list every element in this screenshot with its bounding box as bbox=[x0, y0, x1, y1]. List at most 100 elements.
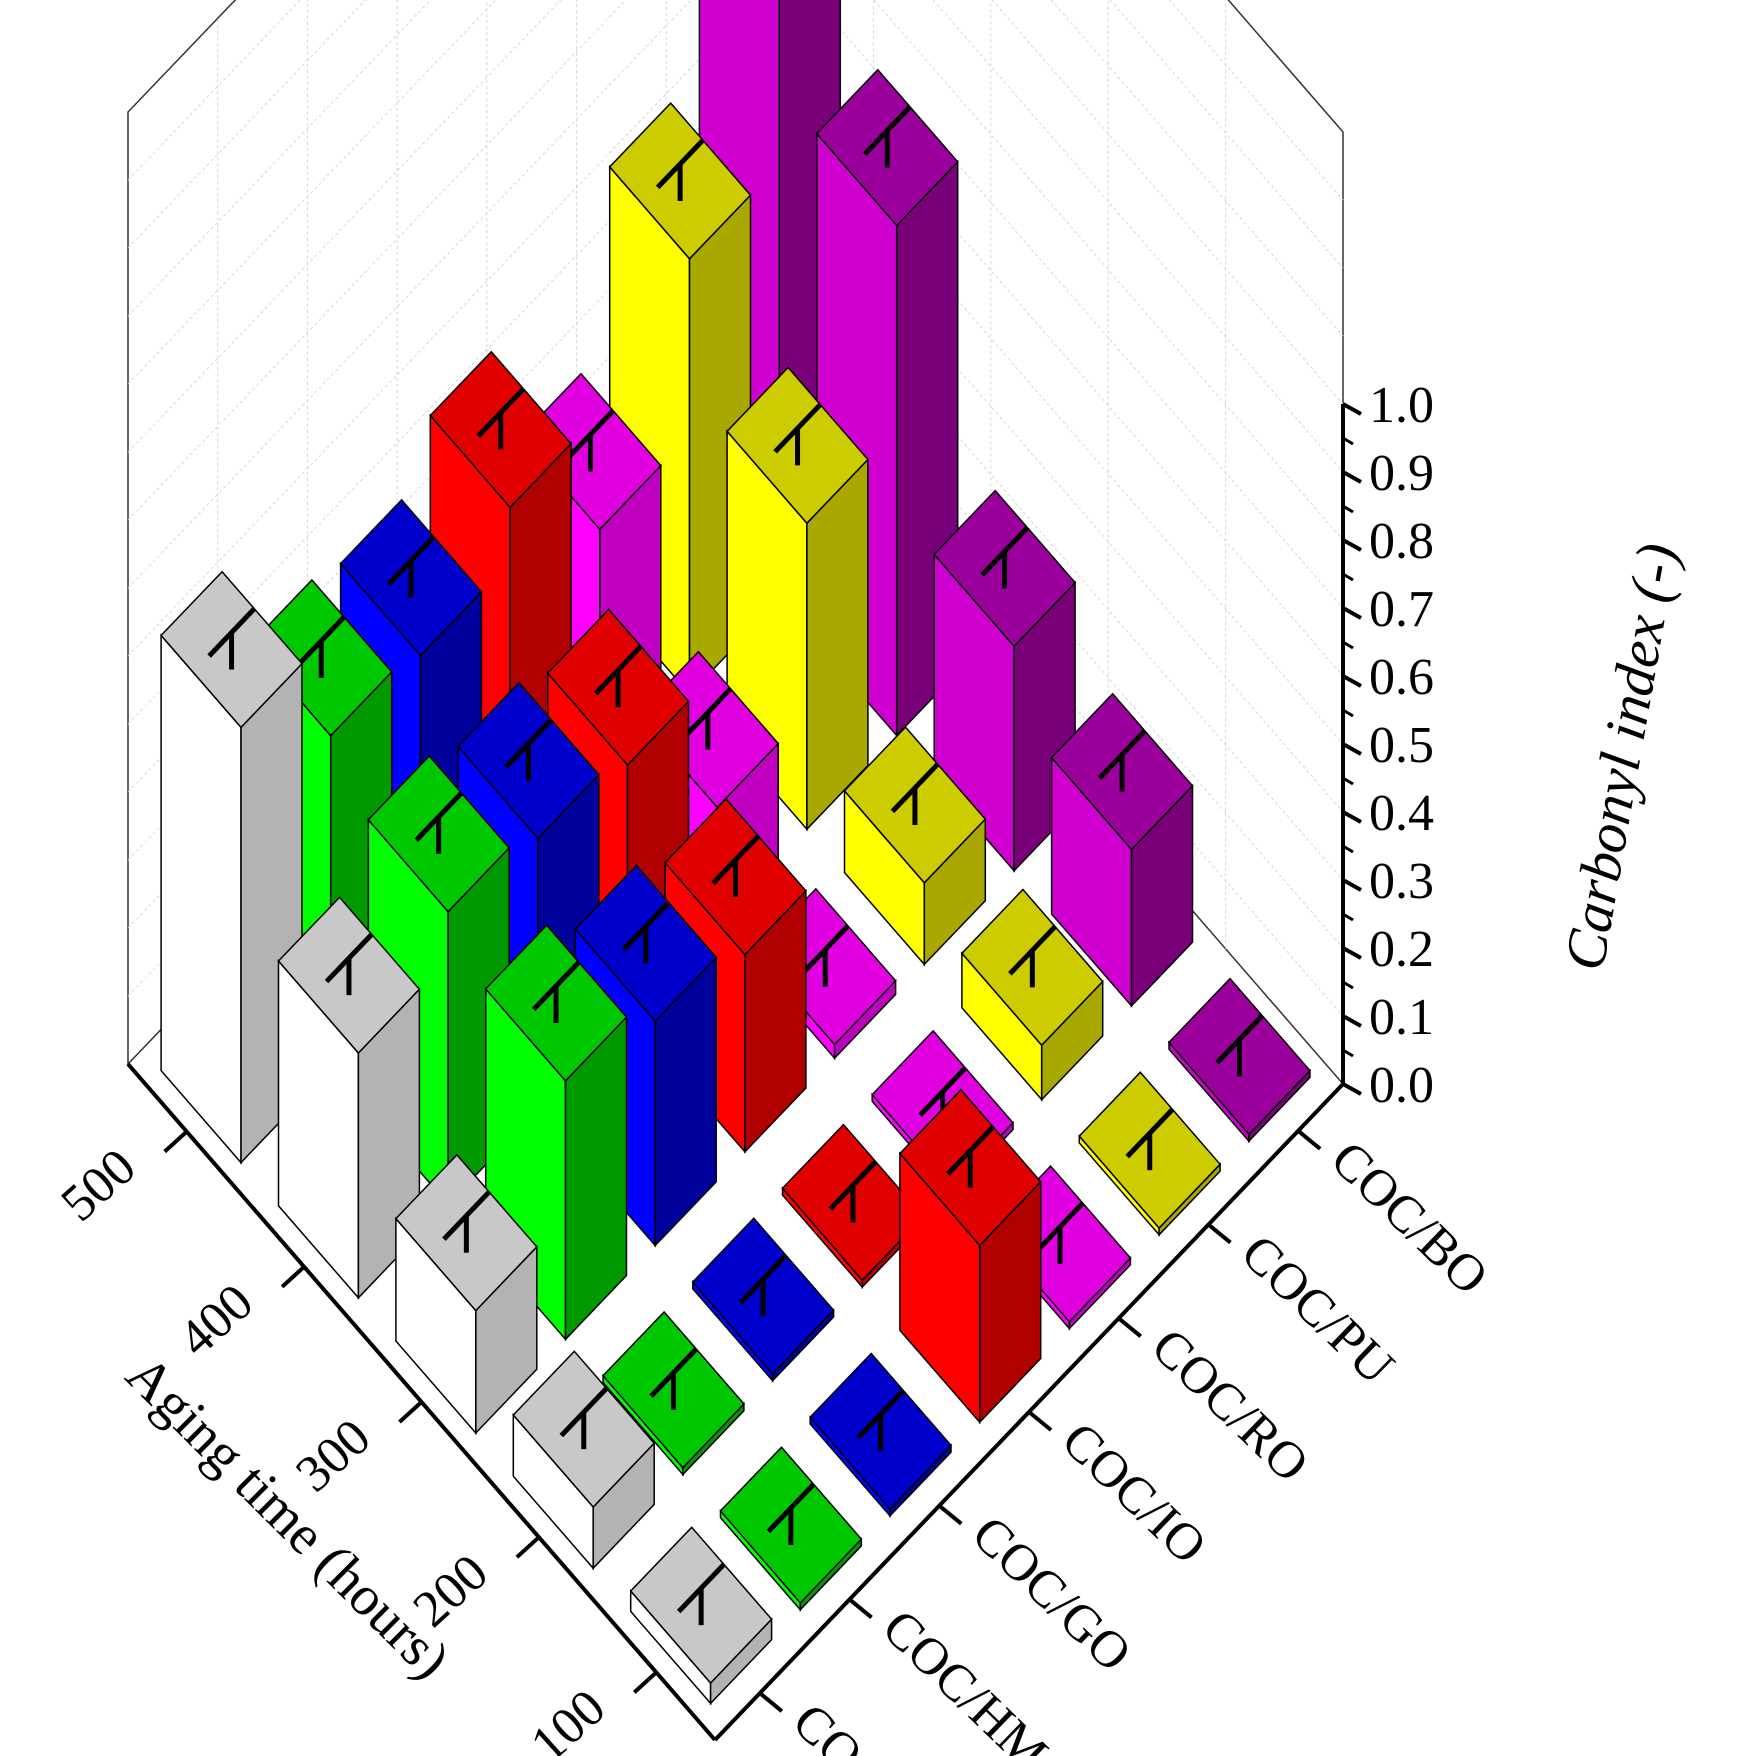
z-minor-tick bbox=[1342, 912, 1354, 922]
bars-group bbox=[160, 0, 1311, 1706]
z-minor-tick bbox=[1342, 1048, 1354, 1058]
z-tick-label: 0.3 bbox=[1369, 853, 1434, 910]
z-tick bbox=[1342, 402, 1362, 416]
grid-line bbox=[127, 0, 497, 385]
grid-line bbox=[127, 0, 627, 521]
bar-coc-go-100 bbox=[809, 1352, 953, 1518]
bar-coc-pu-100 bbox=[1078, 1071, 1222, 1237]
y-tick-label: COC/HM bbox=[871, 1599, 1058, 1756]
y-tick bbox=[1027, 1410, 1053, 1432]
y-tick bbox=[1207, 1223, 1232, 1245]
grid-line bbox=[755, 67, 1344, 745]
bar-coc-hm-100 bbox=[719, 1446, 863, 1612]
error-bar-cap bbox=[324, 932, 374, 984]
z-tick bbox=[1342, 946, 1362, 960]
z-tick bbox=[1342, 470, 1362, 484]
bar-coc-200 bbox=[512, 1350, 656, 1571]
y-tick bbox=[1117, 1316, 1142, 1338]
bar-coc-pu-200 bbox=[960, 888, 1104, 1102]
x-tick-label: 500 bbox=[51, 1138, 147, 1233]
z-tick-label: 1.0 bbox=[1369, 377, 1434, 434]
z-minor-tick bbox=[1342, 844, 1354, 854]
x-tick-label: 400 bbox=[168, 1273, 264, 1368]
z-tick-label: 0.7 bbox=[1369, 581, 1434, 638]
bar-coc-300 bbox=[394, 1153, 538, 1436]
y-tick bbox=[1296, 1129, 1322, 1151]
bar-coc-bo-200 bbox=[1050, 692, 1194, 1008]
z-tick bbox=[1342, 606, 1362, 620]
bar-coc-go-200 bbox=[691, 1217, 835, 1383]
error-bar-cap bbox=[1097, 729, 1147, 780]
grid-line bbox=[991, 0, 1344, 405]
z-tick-label: 0.2 bbox=[1369, 921, 1434, 978]
x-tick bbox=[632, 1670, 658, 1694]
z-tick-label: 0.8 bbox=[1369, 513, 1434, 570]
grid-line bbox=[873, 0, 1344, 541]
z-axis-label: Carbonyl index (-) bbox=[1551, 538, 1690, 974]
z-minor-tick bbox=[1342, 640, 1354, 650]
grid-line bbox=[127, 0, 432, 317]
error-bar-cap bbox=[800, 924, 850, 975]
grid-line bbox=[755, 135, 1344, 813]
bar-coc-pu-300 bbox=[843, 725, 987, 967]
z-tick bbox=[1342, 742, 1362, 756]
z-tick-label: 0.5 bbox=[1369, 717, 1434, 774]
z-tick bbox=[1342, 1082, 1362, 1096]
grid-line bbox=[127, 0, 757, 657]
grid-line bbox=[755, 339, 1344, 1017]
z-minor-tick bbox=[1342, 708, 1354, 718]
x-tick-label: 100 bbox=[520, 1679, 616, 1756]
x-tick bbox=[515, 1535, 541, 1559]
grid-line bbox=[755, 203, 1344, 881]
bar-coc-io-100 bbox=[898, 1088, 1042, 1425]
bar-face-side bbox=[806, 457, 869, 832]
bar-coc-hm-300 bbox=[484, 924, 628, 1342]
grid-line bbox=[755, 0, 1344, 677]
grid-line bbox=[932, 0, 1344, 473]
z-tick bbox=[1342, 674, 1362, 688]
grid-line bbox=[1168, 0, 1344, 201]
grid-line bbox=[127, 0, 367, 249]
x-tick bbox=[163, 1130, 189, 1154]
z-tick bbox=[1342, 878, 1362, 892]
error-bar-cap bbox=[476, 387, 525, 438]
y-tick-label: COC/GO bbox=[961, 1505, 1142, 1682]
grid-line bbox=[1050, 0, 1344, 337]
z-tick-label: 0.4 bbox=[1369, 785, 1434, 842]
x-axis-label: Aging time (hours) bbox=[114, 1344, 461, 1691]
y-tick-label: COC/IO bbox=[1051, 1412, 1217, 1575]
y-tick-label: COC bbox=[782, 1693, 899, 1756]
y-tick-label: COC/PU bbox=[1230, 1224, 1405, 1395]
z-tick bbox=[1342, 538, 1362, 552]
grid-line bbox=[127, 0, 302, 181]
z-minor-tick bbox=[1342, 572, 1354, 582]
z-minor-tick bbox=[1342, 980, 1354, 990]
z-tick-label: 0.9 bbox=[1369, 445, 1434, 502]
bar-coc-io-200 bbox=[781, 1123, 925, 1290]
z-minor-tick bbox=[1342, 776, 1354, 786]
y-tick-label: COC/BO bbox=[1320, 1130, 1499, 1305]
x-tick bbox=[398, 1400, 423, 1424]
z-tick-label: 0.1 bbox=[1369, 989, 1434, 1046]
z-tick bbox=[1342, 1014, 1362, 1028]
grid-line bbox=[755, 271, 1344, 949]
x-tick bbox=[280, 1265, 306, 1289]
grid-line bbox=[814, 0, 1344, 609]
bar-coc-100 bbox=[629, 1526, 773, 1706]
y-tick bbox=[758, 1691, 784, 1713]
grid-line bbox=[127, 0, 562, 453]
z-minor-tick bbox=[1342, 436, 1354, 446]
z-tick-label: 0.6 bbox=[1369, 649, 1434, 706]
z-tick bbox=[1342, 810, 1362, 824]
grid-line bbox=[127, 0, 692, 589]
bar-coc-hm-200 bbox=[602, 1310, 745, 1477]
y-tick bbox=[848, 1597, 873, 1619]
bar-coc-bo-100 bbox=[1167, 977, 1311, 1144]
error-bar-cap bbox=[863, 105, 912, 156]
y-tick bbox=[938, 1504, 963, 1526]
y-tick-label: COC/RO bbox=[1140, 1318, 1319, 1493]
grid-line bbox=[1109, 0, 1344, 269]
error-bar-cap bbox=[856, 1389, 905, 1440]
